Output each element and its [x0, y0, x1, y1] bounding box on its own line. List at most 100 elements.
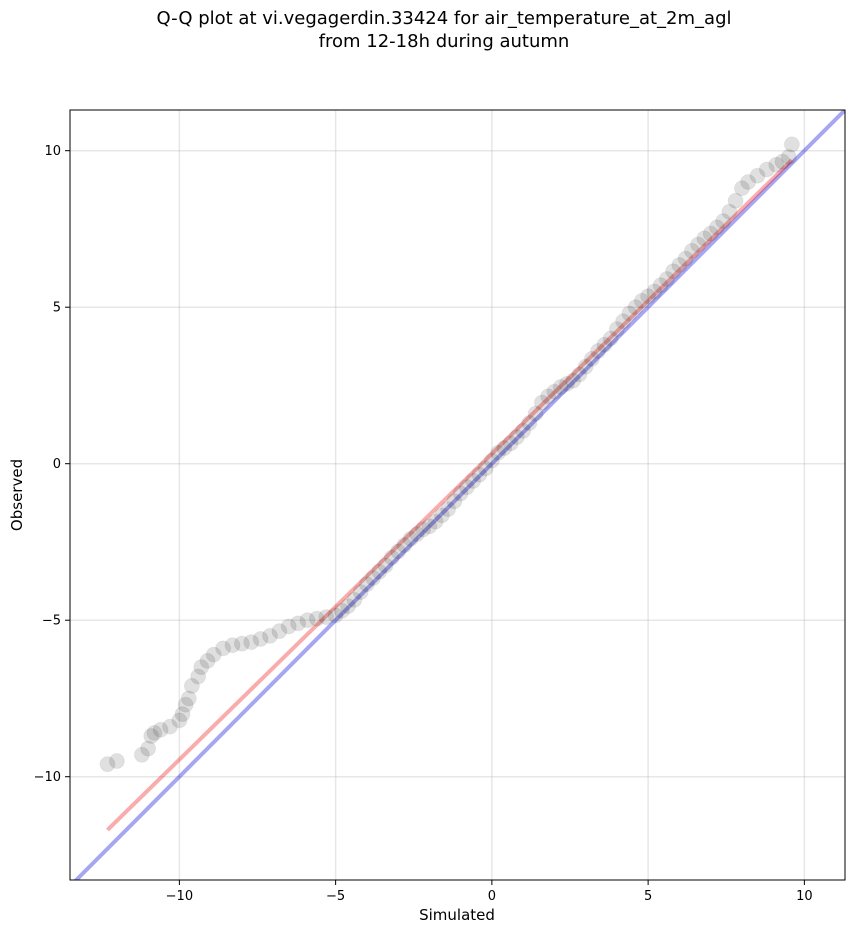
data-point: [205, 646, 222, 663]
data-point: [446, 493, 463, 510]
data-point: [633, 292, 650, 309]
data-point: [665, 263, 682, 280]
data-point: [299, 612, 316, 629]
x-tick-label: −10: [166, 889, 193, 904]
data-point: [490, 444, 507, 461]
axis-ticks: −10 −5 0 5 10 −10 −5 0 5 10: [34, 144, 813, 904]
data-point: [421, 518, 438, 535]
data-point: [590, 343, 607, 360]
data-point: [377, 557, 394, 574]
y-tick-label: −5: [42, 614, 61, 629]
data-point: [152, 721, 169, 738]
data-point: [458, 479, 475, 496]
data-point: [658, 271, 675, 288]
data-point: [749, 167, 766, 184]
data-point: [677, 250, 694, 267]
data-point: [783, 136, 800, 153]
data-point: [515, 422, 532, 439]
data-point: [183, 677, 200, 694]
data-point: [408, 526, 425, 543]
data-point: [171, 712, 188, 729]
data-point: [780, 148, 797, 165]
x-tick-label: 0: [488, 889, 496, 904]
data-point: [552, 379, 569, 396]
data-point: [199, 652, 216, 669]
data-point: [358, 576, 375, 593]
data-point: [262, 627, 278, 644]
data-point: [327, 607, 344, 624]
plot-area: [73, 110, 845, 880]
data-point: [290, 615, 307, 632]
data-point: [415, 521, 432, 538]
data-point: [99, 756, 116, 773]
data-point: [577, 358, 594, 375]
data-point: [496, 440, 513, 457]
y-tick-label: 0: [53, 457, 61, 472]
data-point: [477, 460, 494, 477]
data-point: [690, 236, 707, 253]
fit-line: [106, 158, 794, 832]
data-point: [483, 452, 500, 469]
data-point: [615, 313, 632, 330]
data-point: [133, 746, 150, 763]
data-point: [527, 405, 544, 422]
data-point: [215, 640, 232, 657]
data-point: [193, 659, 210, 676]
data-point: [521, 415, 538, 432]
data-point: [502, 435, 519, 452]
data-point: [352, 584, 369, 601]
data-point: [602, 330, 619, 347]
x-axis-label: Simulated: [419, 906, 495, 924]
data-point: [508, 429, 525, 446]
data-point: [471, 466, 488, 483]
data-point: [224, 637, 241, 654]
data-point: [140, 740, 157, 757]
data-point: [252, 630, 269, 647]
data-point: [333, 602, 350, 619]
data-point: [702, 225, 719, 242]
data-point: [540, 388, 557, 405]
plot-frame: [69, 109, 846, 881]
data-point: [696, 230, 713, 247]
data-point: [565, 372, 582, 389]
data-point: [758, 161, 775, 178]
chart-title-line-2: from 12-18h during autumn: [319, 31, 570, 52]
data-point: [646, 283, 663, 300]
x-tick-label: 10: [796, 889, 813, 904]
data-point: [721, 203, 738, 220]
x-tick-label: 5: [644, 889, 652, 904]
data-point: [671, 256, 688, 273]
y-tick-label: 5: [53, 301, 61, 316]
data-point: [271, 623, 288, 640]
data-point: [640, 288, 657, 305]
data-point: [402, 530, 419, 547]
data-point: [177, 696, 194, 713]
data-point: [174, 706, 191, 723]
data-point: [340, 598, 357, 615]
data-point: [546, 383, 563, 400]
data-point: [108, 753, 125, 770]
data-point: [243, 634, 260, 651]
data-point: [621, 305, 638, 322]
data-point: [465, 472, 482, 489]
data-point: [143, 728, 160, 745]
data-point: [233, 635, 250, 652]
data-point: [533, 394, 550, 411]
data-point: [452, 485, 469, 502]
grid-lines: [70, 110, 845, 880]
data-point: [558, 375, 575, 392]
data-point: [768, 156, 785, 173]
y-tick-label: 10: [44, 144, 61, 159]
data-point: [318, 609, 335, 626]
y-axis-label: Observed: [8, 459, 26, 531]
data-point: [280, 618, 297, 635]
data-point: [740, 173, 757, 190]
data-point: [371, 563, 388, 580]
data-point: [433, 507, 450, 524]
data-point: [652, 277, 669, 294]
data-point: [396, 537, 413, 554]
data-point: [308, 610, 325, 627]
data-point: [180, 690, 197, 707]
data-point: [715, 213, 732, 230]
